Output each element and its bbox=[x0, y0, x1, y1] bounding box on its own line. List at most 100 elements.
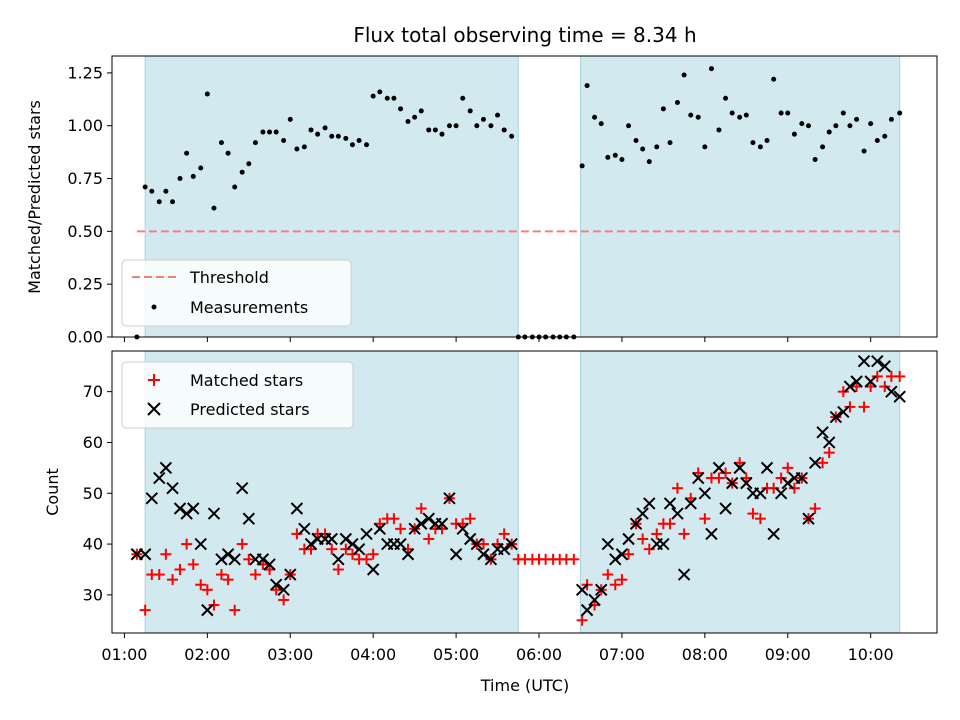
measurement-point bbox=[820, 144, 826, 150]
predicted-star-point bbox=[477, 548, 490, 561]
count-y-axis-label: Count bbox=[43, 468, 62, 516]
predicted-star-point bbox=[215, 553, 228, 566]
predicted-star-point bbox=[808, 456, 822, 469]
predicted-star-point bbox=[594, 583, 608, 597]
matched-legend-label: Matched stars bbox=[190, 371, 303, 390]
matched-star-point bbox=[809, 503, 821, 515]
measurement-point bbox=[391, 95, 397, 101]
predicted-star-point bbox=[754, 487, 767, 500]
matched-star-point bbox=[754, 513, 766, 525]
measurement-point bbox=[273, 129, 279, 135]
measurement-point bbox=[426, 127, 432, 133]
measurement-point bbox=[198, 165, 204, 171]
matched-star-point bbox=[436, 523, 448, 535]
time-x-axis-label: Time (UTC) bbox=[480, 676, 569, 695]
predicted-star-point bbox=[629, 517, 643, 530]
measurement-point bbox=[315, 131, 321, 137]
matched-star-point bbox=[264, 563, 276, 575]
measurement-point bbox=[729, 110, 735, 116]
time-x-tick-label: 08:00 bbox=[682, 645, 728, 664]
chart-title: Flux total observing time = 8.34 h bbox=[353, 23, 696, 47]
predicted-star-point bbox=[449, 548, 463, 561]
matched-star-point bbox=[326, 543, 338, 555]
predicted-star-point bbox=[760, 461, 774, 475]
predicted-star-point bbox=[290, 502, 304, 515]
predicted-star-point bbox=[857, 354, 871, 368]
measurement-point bbox=[184, 150, 190, 156]
predicted-star-point bbox=[740, 476, 753, 490]
measurement-point bbox=[840, 110, 846, 116]
measurement-point bbox=[723, 95, 729, 101]
measurement-point bbox=[750, 140, 756, 146]
predicted-star-point bbox=[609, 553, 622, 566]
predicted-star-point bbox=[242, 512, 256, 525]
measurement-point bbox=[384, 95, 390, 101]
measurement-point bbox=[612, 152, 618, 158]
ratio-legend: Threshold Measurements bbox=[121, 259, 352, 327]
matched-star-point bbox=[734, 457, 746, 469]
predicted-star-point bbox=[443, 492, 456, 505]
ratio-y-axis-label: Matched/Predicted stars bbox=[25, 100, 44, 294]
matched-star-point bbox=[236, 538, 248, 550]
measurement-point bbox=[204, 91, 210, 97]
matched-star-point bbox=[174, 563, 186, 575]
matched-star-point bbox=[740, 472, 752, 484]
matched-star-point bbox=[871, 370, 883, 382]
measurement-point bbox=[412, 114, 418, 120]
matched-star-point bbox=[167, 574, 179, 586]
measurement-point bbox=[322, 125, 328, 131]
matched-star-point bbox=[678, 528, 690, 540]
count-y-tick-label: 40 bbox=[83, 535, 103, 554]
predicted-star-point bbox=[187, 502, 200, 515]
matched-star-point bbox=[305, 543, 317, 555]
predicted-star-point bbox=[145, 492, 159, 505]
measurement-point bbox=[764, 138, 770, 144]
measurement-point bbox=[252, 140, 258, 146]
matched-star-point bbox=[858, 401, 870, 413]
predicted-star-point bbox=[677, 568, 691, 581]
matched-star-point bbox=[879, 381, 891, 393]
time-x-tick-label: 03:00 bbox=[267, 645, 313, 664]
predicted-star-point bbox=[663, 497, 677, 510]
measurement-point bbox=[405, 118, 411, 124]
measurement-point bbox=[218, 140, 224, 146]
measurement-point bbox=[377, 89, 383, 95]
matched-star-point bbox=[692, 467, 704, 479]
top-window-1 bbox=[580, 56, 900, 337]
predicted-star-point bbox=[235, 481, 249, 495]
measurement-point bbox=[633, 138, 639, 144]
predicted-star-point bbox=[643, 497, 656, 510]
matched-star-point bbox=[664, 518, 676, 530]
matched-star-point bbox=[181, 538, 193, 550]
measurement-point bbox=[225, 150, 231, 156]
predicted-star-point bbox=[850, 375, 863, 388]
measurement-point bbox=[805, 123, 811, 129]
predicted-star-point bbox=[415, 517, 428, 530]
matched-star-point bbox=[195, 579, 207, 591]
measurement-point bbox=[301, 144, 307, 150]
predicted-star-point bbox=[671, 507, 684, 520]
measurement-point bbox=[239, 169, 245, 175]
matched-star-point bbox=[249, 569, 261, 581]
matched-star-point bbox=[270, 584, 282, 596]
predicted-legend-label: Predicted stars bbox=[190, 400, 310, 419]
predicted-star-point bbox=[878, 360, 891, 373]
matched-star-point bbox=[215, 569, 227, 581]
matched-star-point bbox=[865, 381, 877, 393]
measurement-point bbox=[294, 146, 300, 152]
predicted-star-point bbox=[885, 385, 898, 398]
predicted-star-point bbox=[657, 537, 670, 551]
predicted-star-point bbox=[373, 522, 387, 536]
count-panel-frame bbox=[111, 350, 938, 634]
ratio-panel: 0.00 0.25 0.50 0.75 1.00 1.25 Flux total obse… bbox=[25, 23, 938, 347]
matched-star-point bbox=[477, 538, 489, 550]
predicted-star-point bbox=[622, 532, 635, 546]
measurement-point bbox=[156, 199, 162, 205]
predicted-star-point bbox=[712, 461, 726, 475]
predicted-star-point bbox=[166, 481, 179, 495]
matched-star-point bbox=[457, 518, 469, 530]
count-y-tick-label: 70 bbox=[83, 382, 103, 401]
measurement-point bbox=[605, 154, 611, 160]
predicted-star-point bbox=[228, 553, 241, 566]
matched-star-point bbox=[332, 563, 344, 575]
